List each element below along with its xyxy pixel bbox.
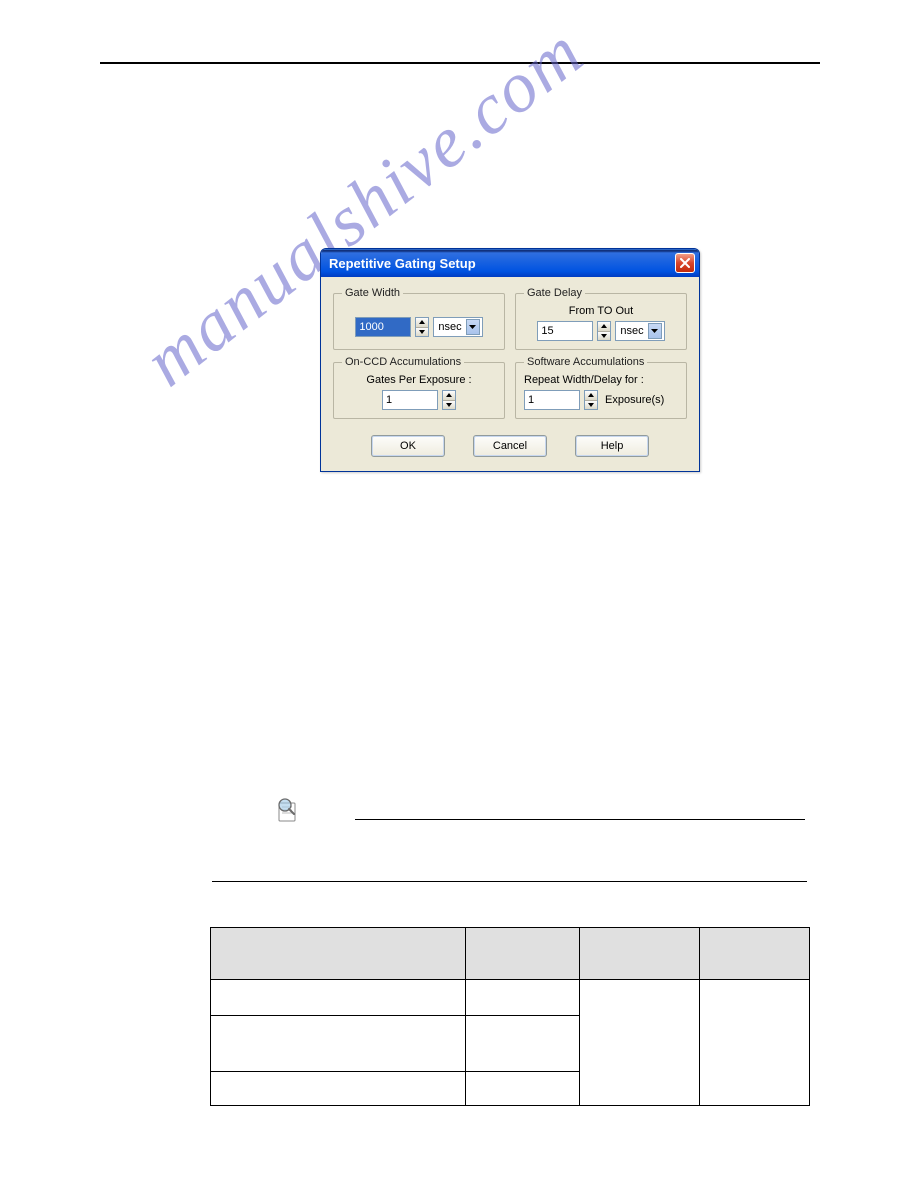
horizontal-rule-top	[100, 62, 820, 64]
gate-delay-group: Gate Delay From TO Out nsec	[515, 287, 687, 350]
gate-delay-unit-label: nsec	[620, 325, 643, 337]
gate-width-input[interactable]	[355, 317, 411, 337]
table-header-cell	[211, 928, 466, 980]
table-header-row	[211, 928, 810, 980]
spinner-up-icon[interactable]	[598, 322, 610, 332]
spinner-up-icon[interactable]	[443, 391, 455, 401]
table-cell	[465, 1072, 580, 1106]
gates-per-exposure-spinner[interactable]	[442, 390, 456, 410]
dialog-body: Gate Width nsec	[321, 277, 699, 471]
gate-width-spinner[interactable]	[415, 317, 429, 337]
help-button[interactable]: Help	[575, 435, 649, 457]
table-cell	[700, 980, 810, 1106]
table-cell	[211, 1016, 466, 1072]
on-ccd-sublabel: Gates Per Exposure :	[342, 374, 496, 386]
dialog-button-row: OK Cancel Help	[333, 435, 687, 457]
cancel-button[interactable]: Cancel	[473, 435, 547, 457]
close-button[interactable]	[675, 253, 695, 273]
spinner-down-icon[interactable]	[416, 328, 428, 337]
chevron-down-icon	[648, 323, 662, 339]
dialog-titlebar[interactable]: Repetitive Gating Setup	[321, 249, 699, 277]
document-page: manualshive.com Repetitive Gating Setup …	[0, 0, 918, 1188]
table-cell	[465, 1016, 580, 1072]
gate-delay-legend: Gate Delay	[524, 287, 585, 299]
exposures-suffix: Exposure(s)	[605, 394, 664, 406]
software-acc-sublabel: Repeat Width/Delay for :	[524, 374, 678, 386]
dialog-title: Repetitive Gating Setup	[329, 256, 476, 271]
on-ccd-group: On-CCD Accumulations Gates Per Exposure …	[333, 356, 505, 419]
spinner-up-icon[interactable]	[585, 391, 597, 401]
spinner-down-icon[interactable]	[585, 401, 597, 410]
ok-button[interactable]: OK	[371, 435, 445, 457]
gate-width-group: Gate Width nsec	[333, 287, 505, 350]
on-ccd-legend: On-CCD Accumulations	[342, 356, 464, 368]
table-cell	[211, 980, 466, 1016]
spinner-down-icon[interactable]	[443, 401, 455, 410]
gates-per-exposure-input[interactable]	[382, 390, 438, 410]
table-row	[211, 980, 810, 1016]
repetitive-gating-dialog: Repetitive Gating Setup Gate Width	[320, 248, 700, 472]
magnifier-icon	[273, 795, 301, 823]
gate-width-unit-select[interactable]: nsec	[433, 317, 482, 337]
table-header-cell	[465, 928, 580, 980]
gate-width-legend: Gate Width	[342, 287, 403, 299]
table-header-cell	[580, 928, 700, 980]
close-icon	[680, 258, 690, 268]
repeat-exposures-input[interactable]	[524, 390, 580, 410]
table-cell	[211, 1072, 466, 1106]
table-cell	[580, 980, 700, 1106]
horizontal-rule-mid1	[355, 819, 805, 820]
spinner-up-icon[interactable]	[416, 318, 428, 328]
gate-width-unit-label: nsec	[438, 321, 461, 333]
gate-delay-input[interactable]	[537, 321, 593, 341]
software-acc-legend: Software Accumulations	[524, 356, 647, 368]
gate-delay-sublabel: From TO Out	[524, 305, 678, 317]
gate-delay-unit-select[interactable]: nsec	[615, 321, 664, 341]
horizontal-rule-mid2	[212, 881, 807, 882]
table-header-cell	[700, 928, 810, 980]
data-table	[210, 927, 810, 1106]
software-acc-group: Software Accumulations Repeat Width/Dela…	[515, 356, 687, 419]
gate-delay-spinner[interactable]	[597, 321, 611, 341]
table-cell	[465, 980, 580, 1016]
spinner-down-icon[interactable]	[598, 332, 610, 341]
chevron-down-icon	[466, 319, 480, 335]
repeat-exposures-spinner[interactable]	[584, 390, 598, 410]
